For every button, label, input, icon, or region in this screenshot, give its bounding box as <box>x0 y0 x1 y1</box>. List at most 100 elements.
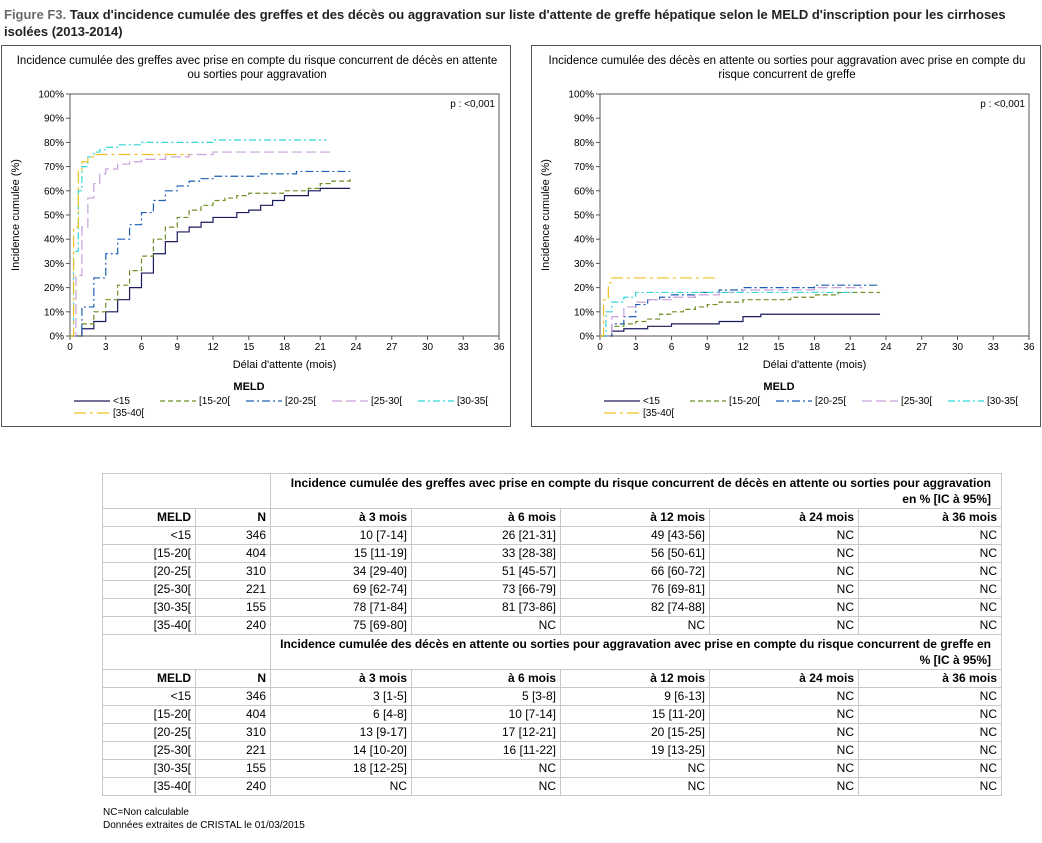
y-axis-label: Incidence cumulée (%) <box>10 159 22 271</box>
table-cell: 19 [13-25] <box>560 741 710 760</box>
table-cell: NC <box>709 580 859 599</box>
y-tick-label: 20% <box>44 283 64 294</box>
series-line-[15-20[ <box>70 178 351 337</box>
table-cell: NC <box>709 544 859 563</box>
table-cell: 346 <box>195 526 271 545</box>
table-cell: NC <box>858 598 1002 617</box>
table-cell: NC <box>709 723 859 742</box>
y-tick-label: 50% <box>44 211 64 222</box>
y-tick-label: 10% <box>44 307 64 318</box>
table-row: [20-25[310 34 [29-40] 51 [45-57] 66 [60-72]… <box>102 562 1002 581</box>
column-header: MELD <box>102 508 196 527</box>
legend-item: [35-40[ <box>74 407 160 419</box>
table-cell: 18 [12-25] <box>270 759 412 778</box>
legend-title: MELD <box>763 381 795 393</box>
table-cell: NC <box>709 616 859 635</box>
table-cell: 66 [60-72] <box>560 562 710 581</box>
x-tick-label: 12 <box>207 342 219 353</box>
table-cell: 15 [11-19] <box>270 544 412 563</box>
legend-item: [25-30[ <box>862 395 948 407</box>
legend-label: [15-20[ <box>729 395 761 407</box>
table-cell: 56 [50-61] <box>560 544 710 563</box>
table-cell: [30-35[ <box>102 759 196 778</box>
table-cell: 404 <box>195 705 271 724</box>
table-cell: 221 <box>195 580 271 599</box>
legend-swatch <box>776 400 812 402</box>
table-cell: 404 <box>195 544 271 563</box>
legend-item: [20-25[ <box>246 395 332 407</box>
series-line-[35-40[ <box>600 277 720 337</box>
x-tick-label: 21 <box>845 342 857 353</box>
column-header: à 12 mois <box>560 508 710 527</box>
table-cell: [30-35[ <box>102 598 196 617</box>
x-axis-label: Délai d'attente (mois) <box>233 359 337 371</box>
x-tick-label: 36 <box>1023 342 1035 353</box>
table-row: [20-25[310 13 [9-17] 17 [12-21] 20 [15-25] N… <box>102 723 1002 742</box>
table-cell: 17 [12-21] <box>411 723 561 742</box>
figure-title-text: Taux d'incidence cumulée des greffes et … <box>4 7 1006 39</box>
y-tick-label: 100% <box>38 90 64 101</box>
y-tick-label: 40% <box>574 235 594 246</box>
legend-item: <15 <box>74 395 160 407</box>
series-line-<15 <box>70 187 351 337</box>
chart-panel-deces: Incidence cumulée des décès en attente o… <box>531 45 1041 427</box>
table-cell: 34 [29-40] <box>270 562 412 581</box>
legend-swatch <box>74 400 110 402</box>
table-cell: [35-40[ <box>102 616 196 635</box>
x-tick-label: 33 <box>458 342 470 353</box>
series-line-[20-25[ <box>600 284 881 337</box>
x-tick-label: 24 <box>350 342 362 353</box>
y-tick-label: 80% <box>44 138 64 149</box>
column-header: N <box>195 669 271 688</box>
chart-title: Incidence cumulée des décès en attente o… <box>548 55 1026 81</box>
legend-item: [25-30[ <box>332 395 418 407</box>
y-tick-label: 80% <box>574 138 594 149</box>
table-row: [35-40[240 NC NC NC NC NC <box>102 777 1002 796</box>
y-tick-label: 40% <box>44 235 64 246</box>
x-tick-label: 27 <box>916 342 928 353</box>
legend-label: [35-40[ <box>113 407 145 419</box>
table-cell: 221 <box>195 741 271 760</box>
legend-title: MELD <box>233 381 265 393</box>
legend-label: [30-35[ <box>987 395 1019 407</box>
x-tick-label: 27 <box>386 342 398 353</box>
legend-item: [30-35[ <box>948 395 1034 407</box>
table-cell: NC <box>858 526 1002 545</box>
y-tick-label: 30% <box>44 259 64 270</box>
table-cell: [15-20[ <box>102 544 196 563</box>
table-cell: NC <box>560 759 710 778</box>
chart-title: Incidence cumulée des greffes avec prise… <box>16 55 498 81</box>
table-cell: NC <box>709 562 859 581</box>
y-tick-label: 50% <box>574 211 594 222</box>
column-header: à 36 mois <box>858 508 1002 527</box>
table-cell: 240 <box>195 777 271 796</box>
table-cell: 10 [7-14] <box>411 705 561 724</box>
table-cell: [35-40[ <box>102 777 196 796</box>
table-cell: 240 <box>195 616 271 635</box>
table-cell: 346 <box>195 687 271 706</box>
column-header: à 12 mois <box>560 669 710 688</box>
table-cell: NC <box>709 526 859 545</box>
legend-label: [20-25[ <box>815 395 847 407</box>
table-cell: [25-30[ <box>102 741 196 760</box>
table-cell: 155 <box>195 598 271 617</box>
series-line-<15 <box>600 313 881 337</box>
series-line-[15-20[ <box>600 291 881 337</box>
x-tick-label: 6 <box>669 342 675 353</box>
legend-item: [30-35[ <box>418 395 504 407</box>
x-tick-label: 0 <box>67 342 73 353</box>
table-cell: NC <box>858 580 1002 599</box>
legend-swatch <box>604 400 640 402</box>
section-title: Incidence cumulée des greffes avec prise… <box>270 473 1002 509</box>
y-axis-label: Incidence cumulée (%) <box>540 159 552 271</box>
legend-items: <15 [15-20[[20-25[[25-30[[30-35[[35-40[ <box>604 395 1034 419</box>
table-row: [15-20[404 15 [11-19] 33 [28-38] 56 [50-61]… <box>102 544 1002 563</box>
legend-swatch <box>246 400 282 402</box>
x-tick-label: 21 <box>315 342 327 353</box>
table-cell: NC <box>709 759 859 778</box>
legend-swatch <box>948 400 984 402</box>
x-axis-label: Délai d'attente (mois) <box>763 359 867 371</box>
legend-swatch <box>160 400 196 402</box>
